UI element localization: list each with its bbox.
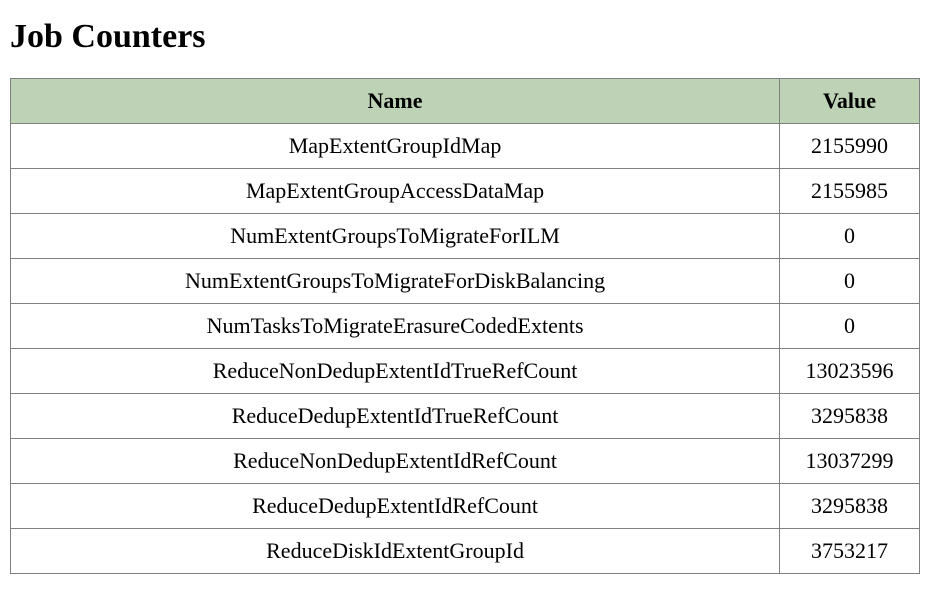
counter-value-cell: 0 [780, 214, 920, 259]
table-row: MapExtentGroupAccessDataMap 2155985 [11, 169, 920, 214]
header-row: Name Value [11, 79, 920, 124]
table-row: NumTasksToMigrateErasureCodedExtents 0 [11, 304, 920, 349]
counter-name-cell: ReduceNonDedupExtentIdRefCount [11, 439, 780, 484]
counter-value-cell: 13023596 [780, 349, 920, 394]
counter-value-cell: 2155985 [780, 169, 920, 214]
table-row: ReduceDedupExtentIdTrueRefCount 3295838 [11, 394, 920, 439]
column-header-value: Value [780, 79, 920, 124]
counter-name-cell: MapExtentGroupIdMap [11, 124, 780, 169]
table-row: ReduceDedupExtentIdRefCount 3295838 [11, 484, 920, 529]
counter-value-cell: 0 [780, 304, 920, 349]
counter-value-cell: 2155990 [780, 124, 920, 169]
job-counters-table: Name Value MapExtentGroupIdMap 2155990 M… [10, 78, 920, 574]
table-row: ReduceNonDedupExtentIdTrueRefCount 13023… [11, 349, 920, 394]
counter-name-cell: ReduceDiskIdExtentGroupId [11, 529, 780, 574]
page-container: Job Counters Name Value MapExtentGroupId… [0, 0, 933, 574]
counter-name-cell: NumExtentGroupsToMigrateForDiskBalancing [11, 259, 780, 304]
page-title: Job Counters [10, 18, 923, 56]
counter-value-cell: 3295838 [780, 394, 920, 439]
column-header-name: Name [11, 79, 780, 124]
table-row: ReduceNonDedupExtentIdRefCount 13037299 [11, 439, 920, 484]
table-row: NumExtentGroupsToMigrateForILM 0 [11, 214, 920, 259]
counter-name-cell: NumExtentGroupsToMigrateForILM [11, 214, 780, 259]
table-body: MapExtentGroupIdMap 2155990 MapExtentGro… [11, 124, 920, 574]
counter-value-cell: 13037299 [780, 439, 920, 484]
counter-name-cell: ReduceNonDedupExtentIdTrueRefCount [11, 349, 780, 394]
table-row: ReduceDiskIdExtentGroupId 3753217 [11, 529, 920, 574]
counter-name-cell: ReduceDedupExtentIdRefCount [11, 484, 780, 529]
counter-value-cell: 3295838 [780, 484, 920, 529]
counter-name-cell: ReduceDedupExtentIdTrueRefCount [11, 394, 780, 439]
counter-value-cell: 3753217 [780, 529, 920, 574]
counter-value-cell: 0 [780, 259, 920, 304]
counter-name-cell: MapExtentGroupAccessDataMap [11, 169, 780, 214]
counter-name-cell: NumTasksToMigrateErasureCodedExtents [11, 304, 780, 349]
table-row: MapExtentGroupIdMap 2155990 [11, 124, 920, 169]
table-row: NumExtentGroupsToMigrateForDiskBalancing… [11, 259, 920, 304]
